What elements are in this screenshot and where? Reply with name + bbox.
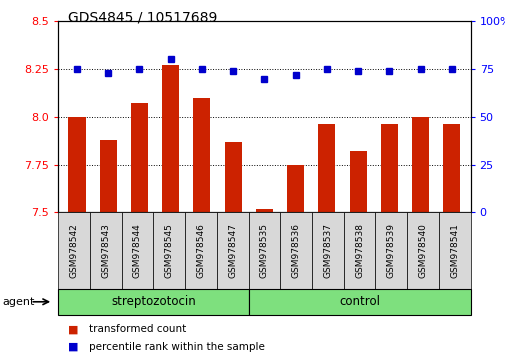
Text: streptozotocin: streptozotocin	[111, 295, 195, 308]
Text: GSM978539: GSM978539	[386, 223, 395, 278]
Bar	[256, 209, 272, 212]
Bar	[68, 117, 85, 212]
Bar	[224, 142, 241, 212]
Text: GSM978547: GSM978547	[228, 223, 237, 278]
Bar	[411, 117, 428, 212]
Text: GSM978544: GSM978544	[133, 223, 142, 278]
Text: GSM978537: GSM978537	[323, 223, 332, 278]
Text: GSM978541: GSM978541	[449, 223, 459, 278]
Bar	[131, 103, 148, 212]
Bar	[380, 125, 397, 212]
Bar	[286, 165, 304, 212]
Bar	[193, 98, 210, 212]
Text: transformed count: transformed count	[88, 324, 185, 334]
Bar	[99, 140, 117, 212]
Bar	[442, 125, 460, 212]
Text: ■: ■	[68, 324, 79, 334]
Text: GDS4845 / 10517689: GDS4845 / 10517689	[68, 11, 217, 25]
Bar	[318, 125, 335, 212]
Text: GSM978535: GSM978535	[260, 223, 268, 278]
Bar	[162, 65, 179, 212]
Text: agent: agent	[3, 297, 35, 307]
Text: percentile rank within the sample: percentile rank within the sample	[88, 342, 264, 352]
Text: control: control	[338, 295, 379, 308]
Bar	[349, 151, 366, 212]
Text: GSM978546: GSM978546	[196, 223, 205, 278]
Text: GSM978536: GSM978536	[291, 223, 300, 278]
Text: GSM978542: GSM978542	[69, 223, 78, 278]
Text: GSM978545: GSM978545	[165, 223, 173, 278]
Text: GSM978540: GSM978540	[418, 223, 427, 278]
Text: GSM978538: GSM978538	[355, 223, 363, 278]
Text: GSM978543: GSM978543	[101, 223, 110, 278]
Text: ■: ■	[68, 342, 79, 352]
